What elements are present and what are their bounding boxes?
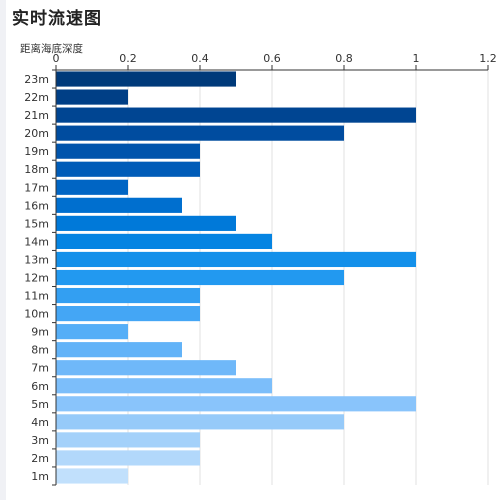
bar-21m: [56, 107, 416, 123]
y-tick-label: 4m: [31, 416, 49, 429]
bar-5m: [56, 396, 416, 412]
y-tick-label: 9m: [31, 326, 49, 339]
y-tick-label: 5m: [31, 398, 49, 411]
x-tick-label: 0.4: [191, 52, 209, 65]
x-tick-label: 0.8: [335, 52, 353, 65]
bar-4m: [56, 414, 344, 430]
bar-12m: [56, 269, 344, 286]
y-tick-label: 15m: [24, 217, 49, 230]
y-tick-label: 2m: [31, 452, 49, 465]
bar-20m: [56, 125, 344, 141]
bar-23m: [56, 71, 236, 87]
y-tick-label: 14m: [24, 235, 49, 248]
bar-11m: [56, 287, 200, 304]
y-tick-label: 19m: [24, 145, 49, 158]
bar-9m: [56, 324, 128, 340]
y-axis-name: 距离海底深度: [20, 42, 83, 55]
chart-title: 实时流速图: [12, 9, 102, 29]
bar-series: [56, 71, 416, 484]
bar-10m: [56, 306, 200, 322]
y-tick-label: 18m: [24, 163, 49, 176]
x-tick-label: 0.2: [119, 52, 137, 65]
y-tick-label: 6m: [31, 380, 49, 393]
bar-17m: [56, 179, 128, 195]
left-accent-bar: [0, 0, 6, 500]
y-tick-label: 23m: [24, 73, 49, 86]
x-tick-label: 1.2: [479, 52, 497, 65]
y-tick-label: 7m: [31, 362, 49, 375]
x-tick-label: 0.6: [263, 52, 281, 65]
bar-13m: [56, 251, 416, 268]
y-tick-label: 17m: [24, 181, 49, 194]
y-tick-label: 3m: [31, 434, 49, 447]
y-tick-label: 16m: [24, 199, 49, 212]
x-tick-label: 1: [413, 52, 420, 65]
x-tick-label: 0: [53, 52, 60, 65]
y-tick-label: 10m: [24, 308, 49, 321]
bar-3m: [56, 432, 200, 448]
y-tick-label: 22m: [24, 91, 49, 104]
y-tick-label: 12m: [24, 272, 49, 285]
bar-14m: [56, 233, 272, 249]
y-tick-label: 13m: [24, 253, 49, 266]
y-tick-label: 1m: [31, 470, 49, 483]
bar-22m: [56, 89, 128, 105]
bar-16m: [56, 197, 182, 213]
bar-18m: [56, 161, 200, 177]
bar-6m: [56, 378, 272, 394]
axes: 0 0.2 0.4 0.6 0.8 1 1.2 23m 22m 21m 20m 19m 18m 17m 16…: [24, 52, 497, 486]
y-tick-label: 21m: [24, 109, 49, 122]
y-tick-label: 20m: [24, 127, 49, 140]
bar-7m: [56, 360, 236, 376]
y-tick-label: 11m: [24, 290, 49, 303]
bar-2m: [56, 450, 200, 466]
bar-8m: [56, 342, 182, 358]
bar-15m: [56, 215, 236, 231]
y-tick-label: 8m: [31, 344, 49, 357]
bar-1m: [56, 468, 128, 484]
bar-19m: [56, 143, 200, 159]
